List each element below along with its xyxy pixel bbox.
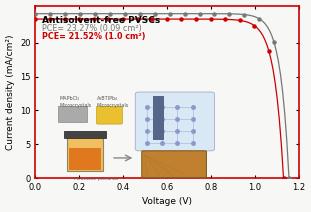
Y-axis label: Current density (mA/cm²): Current density (mA/cm²) [6,34,15,149]
Bar [153,96,165,140]
Bar [67,137,103,171]
Text: MAPbCl₂: MAPbCl₂ [59,96,80,101]
Text: Microcrystals: Microcrystals [59,103,91,108]
FancyBboxPatch shape [142,151,207,177]
X-axis label: Voltage (V): Voltage (V) [142,197,192,206]
Bar [64,131,106,138]
Text: PCE= 23.27% (0.09 cm²): PCE= 23.27% (0.09 cm²) [42,25,142,33]
Text: Microcrystals: Microcrystals [96,103,129,108]
Text: A₂BTIPb₄: A₂BTIPb₄ [96,96,118,101]
Text: PCE= 21.52% (1.0 cm²): PCE= 21.52% (1.0 cm²) [42,32,146,41]
Bar [58,106,87,122]
FancyBboxPatch shape [96,106,122,124]
FancyBboxPatch shape [135,92,215,151]
Bar [69,148,101,170]
Text: Antisolvent-free PVSCs: Antisolvent-free PVSCs [42,16,160,25]
Text: Perovskite precursor: Perovskite precursor [74,177,118,181]
